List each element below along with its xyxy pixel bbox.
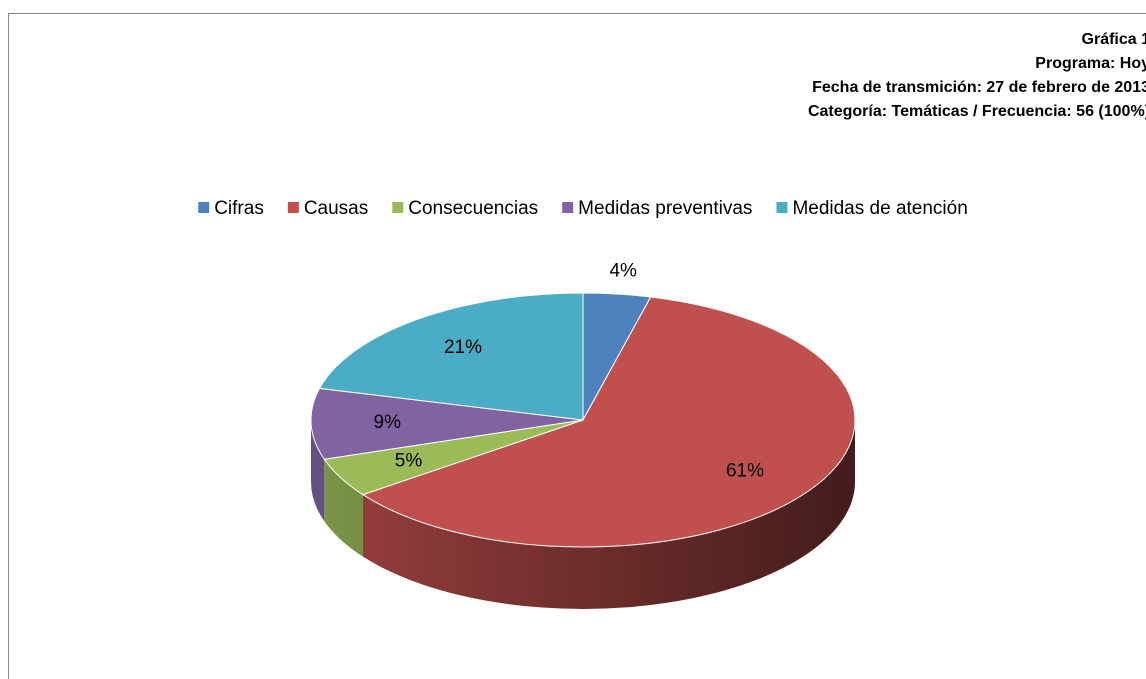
- pie-slice: [310, 387, 584, 460]
- chart-title: Gráfica 1: [1082, 31, 1146, 48]
- data-label: 9%: [374, 412, 402, 433]
- pie-side: [362, 420, 856, 609]
- data-label: 21%: [444, 337, 482, 358]
- legend: Cifras Causas Consecuencias Medidas prevent…: [198, 198, 968, 219]
- data-label: 5%: [395, 451, 423, 472]
- legend-swatch: [287, 202, 299, 213]
- legend-swatch: [198, 202, 210, 213]
- legend-swatch: [392, 202, 404, 213]
- pie-side: [324, 459, 363, 557]
- pie-slice: [361, 296, 856, 548]
- legend-label: Causas: [304, 198, 368, 219]
- chart-title: Programa: Hoy: [1035, 55, 1146, 72]
- pie-side: [311, 420, 325, 522]
- legend-swatch: [776, 202, 788, 213]
- data-label: 61%: [726, 460, 764, 481]
- legend-swatch: [562, 202, 574, 213]
- chart-title: Categoría: Temáticas / Frecuencia: 56 (1…: [808, 103, 1146, 120]
- pie-slice: [318, 292, 584, 421]
- legend-label: Consecuencias: [408, 198, 538, 219]
- legend-label: Cifras: [214, 198, 264, 219]
- legend-label: Medidas de atención: [792, 198, 967, 219]
- data-label: 4%: [609, 260, 637, 281]
- chart-title: Fecha de transmición: 27 de febrero de 2…: [812, 79, 1146, 96]
- legend-label: Medidas preventivas: [578, 198, 752, 219]
